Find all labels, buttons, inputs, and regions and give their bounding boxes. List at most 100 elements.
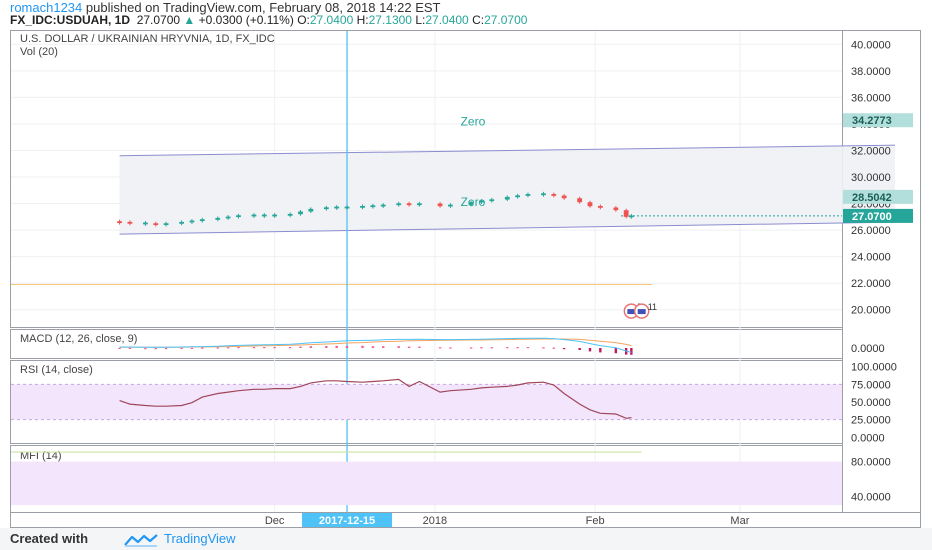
candle[interactable]	[163, 223, 169, 226]
candle[interactable]	[236, 215, 241, 218]
candle[interactable]	[448, 204, 453, 207]
candle[interactable]	[525, 194, 531, 196]
time-axis[interactable]: Dec 2018 Feb Mar 2017-12-15	[265, 513, 750, 527]
time-tick-label: Mar	[730, 515, 749, 527]
candle[interactable]	[613, 207, 619, 211]
author-link[interactable]: romach1234	[10, 0, 83, 15]
candle[interactable]	[380, 204, 386, 207]
candle[interactable]	[143, 222, 148, 225]
macd-histogram-bar	[438, 347, 442, 349]
candle[interactable]	[344, 206, 350, 209]
footer-bar: Created with TradingView	[0, 528, 932, 550]
publish-line: romach1234 published on TradingView.com,…	[10, 0, 441, 15]
candle[interactable]	[416, 203, 422, 206]
candle[interactable]	[117, 221, 122, 224]
candle[interactable]	[504, 196, 510, 200]
candle[interactable]	[334, 206, 340, 209]
macd-histogram-bar	[335, 345, 338, 348]
macd-histogram-bar	[382, 346, 385, 348]
price-tick-label: 32.0000	[851, 145, 891, 157]
candle[interactable]	[396, 203, 402, 206]
event-count-label: 11	[648, 302, 657, 312]
price-axis[interactable]: 20.000022.000024.000026.000028.000030.00…	[843, 39, 913, 503]
candle[interactable]	[272, 214, 278, 217]
candle[interactable]	[577, 198, 583, 203]
candle[interactable]	[370, 205, 376, 208]
price-tick-label: 22.0000	[851, 278, 891, 290]
open-label: O:	[297, 13, 310, 27]
candle[interactable]	[298, 211, 303, 215]
time-tick-label: 2018	[423, 515, 447, 527]
candle[interactable]	[587, 202, 593, 207]
candle[interactable]	[541, 193, 546, 196]
macd-pane: MACD (12, 26, close, 9)	[20, 333, 633, 355]
candle[interactable]	[153, 223, 159, 226]
chart-canvas[interactable]: U.S. DOLLAR / UKRAINIAN HRYVNIA, 1D, FX_…	[0, 0, 932, 528]
candle[interactable]	[225, 216, 231, 219]
price-change: +0.0300 (+0.11%)	[198, 13, 294, 27]
macd-histogram-bar	[309, 346, 313, 348]
mfi-pane: MFI (14)	[11, 450, 842, 506]
macd-histogram-bar	[128, 347, 132, 349]
candle[interactable]	[489, 199, 495, 202]
candle[interactable]	[561, 195, 567, 199]
candle[interactable]	[623, 210, 629, 217]
candle[interactable]	[479, 200, 484, 203]
macd-histogram-bar	[226, 347, 230, 349]
macd-histogram-bar	[118, 347, 121, 349]
macd-histogram-bar	[552, 347, 556, 349]
last-price: 27.0700	[136, 13, 181, 27]
candle[interactable]	[199, 219, 205, 222]
candle[interactable]	[360, 205, 365, 208]
candle[interactable]	[597, 205, 603, 208]
candle[interactable]	[261, 214, 267, 217]
candle[interactable]	[308, 208, 314, 212]
macd-histogram-bar	[201, 347, 204, 349]
candle[interactable]	[628, 215, 634, 218]
publish-info: published on TradingView.com, February 0…	[85, 0, 441, 15]
macd-histogram-bar	[216, 347, 219, 349]
change-arrow: ▲	[183, 13, 196, 27]
symbol-name[interactable]: FX_IDC:USDUAH, 1D	[10, 13, 131, 27]
macd-histogram-bar	[480, 347, 483, 349]
macd-histogram-bar	[526, 347, 530, 349]
candle[interactable]	[179, 221, 184, 224]
candle[interactable]	[406, 203, 412, 206]
macd-histogram-bar	[263, 347, 266, 349]
flag-icon	[627, 309, 636, 315]
low-value: 27.0400	[425, 13, 469, 27]
macd-histogram-bar	[614, 348, 618, 354]
macd-line[interactable]	[119, 337, 632, 353]
rsi-line[interactable]	[119, 378, 632, 419]
channel-lower-line[interactable]	[119, 221, 896, 235]
candle[interactable]	[251, 214, 257, 217]
high-label: H:	[356, 13, 369, 27]
mfi-tick-label: 40.0000	[851, 491, 891, 503]
rsi-tick-label: 75.0000	[851, 379, 891, 391]
rsi-band	[11, 384, 842, 420]
price-tick-label: 36.0000	[851, 92, 891, 104]
price-tag-label: 27.0700	[852, 211, 892, 223]
tradingview-brand[interactable]: TradingView	[164, 531, 236, 546]
candle[interactable]	[515, 195, 521, 198]
price-tag-bg	[843, 208, 913, 223]
candle[interactable]	[215, 217, 221, 220]
macd-histogram-bar	[299, 346, 302, 348]
rsi-pane: RSI (14, close)	[11, 364, 842, 421]
pane-title: U.S. DOLLAR / UKRAINIAN HRYVNIA, 1D, FX_…	[20, 33, 275, 45]
macd-histogram-bar	[542, 347, 545, 349]
candle[interactable]	[287, 213, 293, 216]
candle[interactable]	[323, 207, 329, 210]
candle[interactable]	[437, 203, 443, 207]
open-value: 27.0400	[309, 13, 354, 27]
macd-histogram-bar	[630, 348, 633, 355]
candle[interactable]	[551, 194, 557, 196]
grid-lines	[11, 31, 842, 512]
candle[interactable]	[127, 221, 133, 224]
rsi-tick-label: 50.0000	[851, 397, 891, 409]
close-value: 27.0700	[484, 13, 528, 27]
candle[interactable]	[468, 202, 474, 205]
candle[interactable]	[189, 220, 195, 223]
price-tick-label: 38.0000	[851, 66, 891, 78]
channel-upper-line[interactable]	[119, 144, 896, 157]
